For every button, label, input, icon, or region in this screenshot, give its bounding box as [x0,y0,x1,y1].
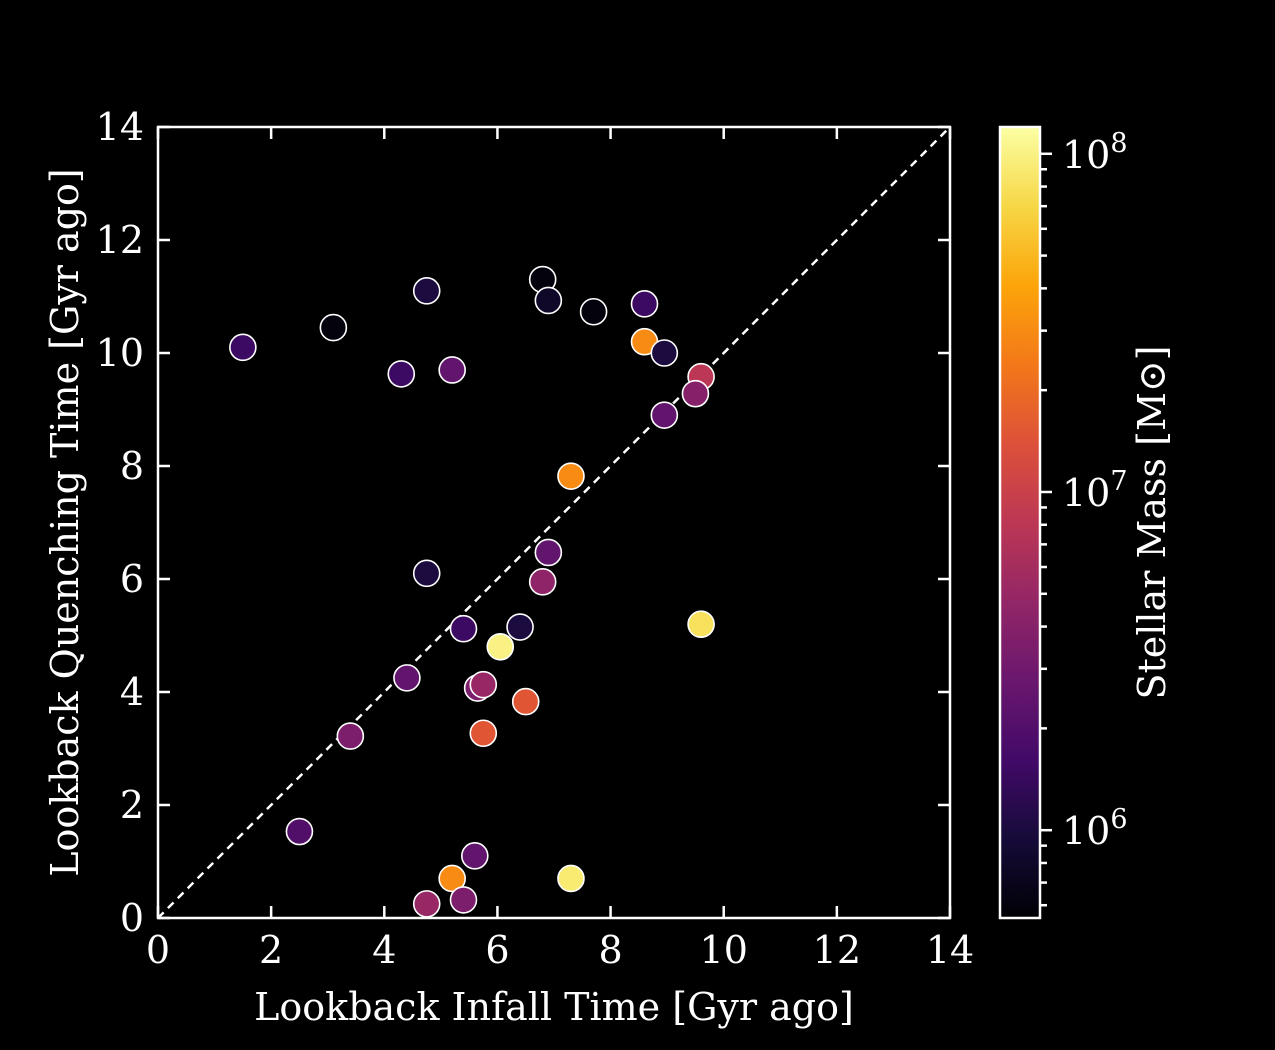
data-point [650,401,679,429]
data-point [534,286,563,315]
data-point [650,339,679,367]
colorbar-tick-label: 106 [1062,804,1128,853]
colorbar-label: Stellar Mass [M⊙] [1130,345,1174,699]
data-point [229,333,257,362]
data-point [469,670,498,699]
x-tick-label: 4 [372,928,396,972]
data-point [469,719,498,748]
colorbar-tick-exponent: 8 [1110,128,1127,159]
data-point [449,886,478,914]
x-tick-labels: 0 2 4 6 8 10 12 14 [146,928,974,972]
x-tick-label: 8 [598,928,622,972]
colorbar-tick-base: 10 [1062,133,1110,177]
data-point [412,277,441,305]
x-tick-label: 0 [146,928,170,972]
y-tick-label: 10 [96,331,144,375]
data-point [557,864,585,893]
data-point [579,297,608,326]
x-tick-label: 14 [926,928,974,972]
colorbar-tick-label: 107 [1062,466,1128,515]
colorbar-tick-exponent: 6 [1110,804,1127,835]
data-point [528,568,557,596]
colorbar-ticks [1040,152,1052,907]
data-point [438,356,466,384]
data-point [687,610,715,639]
data-point [412,559,441,588]
plot-frame [156,125,952,920]
data-point [336,722,365,750]
axis-ticks [156,125,952,920]
data-point [534,538,563,567]
data-point [486,632,515,661]
colorbar-frame [998,125,1042,920]
colorbar-gradient [1000,127,1040,918]
colorbar-tick-exponent: 7 [1110,466,1127,497]
data-point [438,864,466,893]
x-tick-label: 10 [700,928,748,972]
y-axis-label: Lookback Quenching Time [Gyr ago] [43,168,87,876]
data-point [412,890,441,918]
data-point [393,664,421,692]
y-tick-label: 0 [120,896,144,940]
data-point [460,842,489,870]
y-tick-label: 12 [96,218,144,262]
data-point [557,462,585,490]
x-tick-label: 12 [813,928,861,972]
one-to-one-line [157,126,951,919]
colorbar-tick-base: 10 [1062,809,1110,853]
data-point [630,290,659,318]
x-tick-label: 2 [259,928,283,972]
data-point [319,313,348,342]
colorbar-tick-base: 10 [1062,471,1110,515]
data-point [387,360,416,388]
data-points [229,265,715,918]
x-axis-label: Lookback Infall Time [Gyr ago] [254,985,854,1029]
y-tick-labels: 0 2 4 6 8 10 12 14 [96,105,144,940]
data-point [506,613,534,641]
x-tick-label: 6 [485,928,509,972]
y-tick-label: 6 [120,557,144,601]
data-point [449,614,478,643]
y-tick-label: 4 [120,670,144,714]
y-tick-label: 14 [96,105,144,149]
data-point [285,817,314,846]
y-tick-label: 8 [120,444,144,488]
y-tick-label: 2 [120,783,144,827]
plot-area: 0 2 4 6 8 10 12 14 0 2 4 6 8 10 12 14 [96,105,975,972]
data-point [681,379,710,408]
data-point [511,687,540,716]
colorbar-tick-label: 108 [1062,128,1128,177]
